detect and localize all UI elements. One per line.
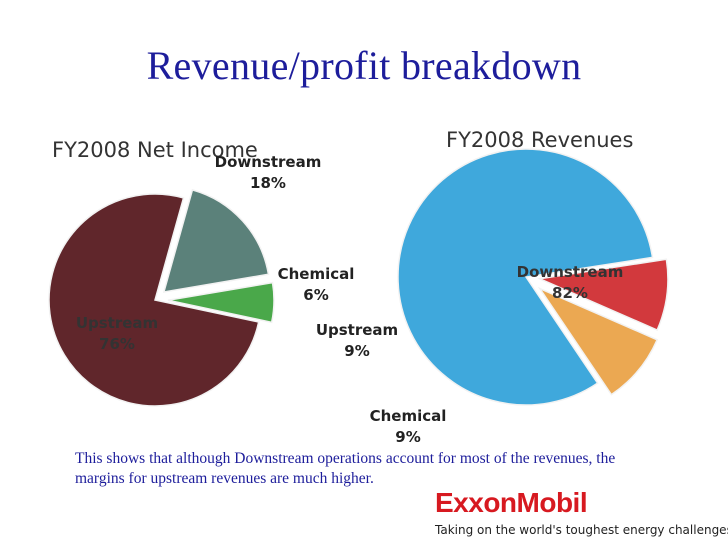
revenues-label-upstream: Upstream (316, 321, 398, 339)
net-income-label-upstream: Upstream (76, 314, 158, 332)
net-income-label-chemical: Chemical (278, 265, 355, 283)
revenues-slice-chemical (537, 286, 659, 396)
net-income-value-upstream: 76% (99, 335, 135, 353)
revenues-value-upstream: 9% (344, 342, 369, 360)
net-income-chart-title: FY2008 Net Income (52, 138, 258, 162)
net-income-slice-chemical (167, 281, 275, 324)
net-income-slice-downstream (162, 188, 270, 293)
revenues-value-chemical: 9% (395, 428, 420, 446)
revenues-value-downstream: 82% (552, 284, 588, 302)
net-income-pie (48, 188, 275, 407)
net-income-value-downstream: 18% (250, 174, 286, 192)
net-income-value-chemical: 6% (303, 286, 328, 304)
revenues-slice-downstream (397, 148, 654, 406)
net-income-label-downstream: Downstream (215, 153, 322, 171)
revenues-label-downstream: Downstream (517, 263, 624, 281)
net-income-slice-upstream (48, 193, 260, 407)
caption-text: This shows that although Downstream oper… (75, 450, 616, 487)
revenues-slice-upstream (537, 258, 669, 332)
revenues-chart-title: FY2008 Revenues (446, 128, 634, 152)
slide-title: Revenue/profit breakdown (146, 43, 582, 88)
revenues-pie (397, 148, 669, 406)
logo-tagline: Taking on the world's toughest energy ch… (435, 523, 728, 537)
revenues-label-chemical: Chemical (370, 407, 447, 425)
exxonmobil-logo: ExxonMobil Taking on the world's toughes… (435, 487, 728, 543)
logo-wordmark: ExxonMobil (435, 487, 588, 518)
